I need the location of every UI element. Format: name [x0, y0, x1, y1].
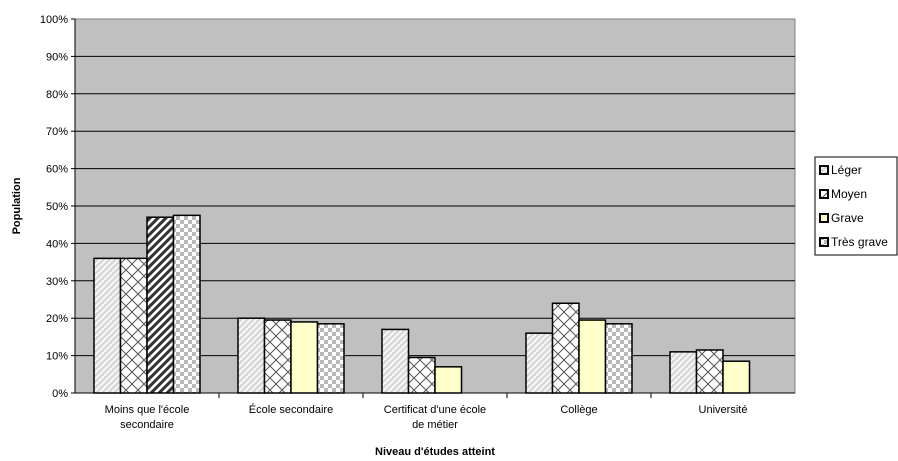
x-category-label: secondaire — [120, 419, 174, 431]
x-axis-title: Niveau d'études atteint — [375, 446, 495, 458]
legend-label: Léger — [831, 163, 862, 177]
bar-leger — [670, 352, 697, 393]
bar-leger — [238, 318, 265, 393]
bar-leger — [382, 329, 409, 393]
y-tick-label: 30% — [46, 276, 68, 288]
legend-swatch — [820, 190, 828, 198]
legend-swatch — [820, 214, 828, 222]
legend-label: Moyen — [831, 187, 867, 201]
x-axis-categories: Moins que l'école secondaire École seconda… — [105, 393, 748, 431]
bar-grave — [723, 361, 750, 393]
bar-leger — [94, 258, 121, 393]
bar-tres-grave — [174, 215, 201, 393]
y-tick-label: 80% — [46, 89, 68, 101]
bar-grave — [291, 322, 318, 393]
x-category-label: Collège — [560, 404, 597, 416]
bar-grave — [435, 367, 462, 393]
y-tick-label: 10% — [46, 351, 68, 363]
y-tick-label: 20% — [46, 313, 68, 325]
legend-swatch — [820, 166, 828, 174]
y-tick-label: 50% — [46, 201, 68, 213]
legend-label: Très grave — [831, 235, 888, 249]
bar-moyen — [409, 357, 436, 393]
y-tick-label: 60% — [46, 164, 68, 176]
legend-swatch — [820, 238, 828, 246]
bar-grave — [579, 320, 606, 393]
y-tick-label: 0% — [52, 388, 68, 400]
y-axis-title: Population — [11, 177, 23, 234]
bar-tres-grave — [606, 324, 633, 393]
x-category-label: Certificat d'une école — [384, 404, 486, 416]
bar-tres-grave — [318, 324, 345, 393]
x-category-label: Université — [699, 404, 748, 416]
bar-grave — [147, 217, 174, 393]
bar-moyen — [697, 350, 724, 393]
bar-leger — [526, 333, 553, 393]
bar-moyen — [265, 320, 292, 393]
y-tick-label: 100% — [40, 14, 68, 26]
bar-moyen — [553, 303, 580, 393]
legend-label: Grave — [831, 211, 864, 225]
y-tick-label: 90% — [46, 51, 68, 63]
x-category-label: École secondaire — [249, 403, 333, 416]
bar-moyen — [121, 258, 148, 393]
y-tick-label: 70% — [46, 126, 68, 138]
x-category-label: de métier — [412, 419, 458, 431]
x-category-label: Moins que l'école — [105, 404, 190, 416]
y-tick-label: 40% — [46, 238, 68, 250]
